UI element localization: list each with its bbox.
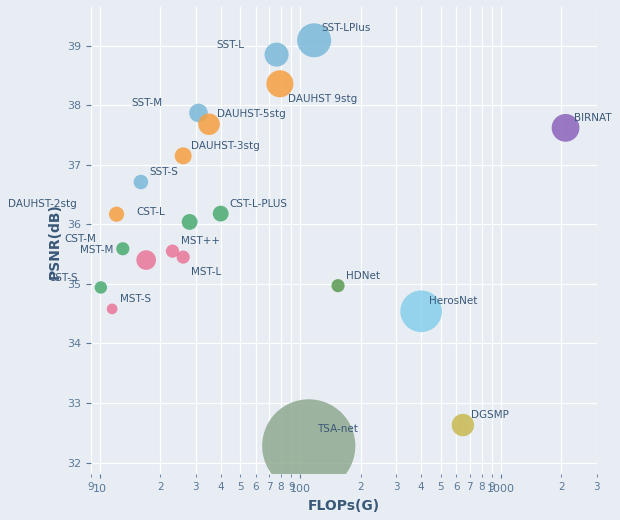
Point bbox=[204, 120, 214, 128]
Point bbox=[275, 80, 285, 88]
Point bbox=[193, 109, 203, 117]
Text: MST++: MST++ bbox=[181, 236, 220, 246]
Text: DAUHST-3stg: DAUHST-3stg bbox=[192, 141, 260, 151]
Text: DAUHST-5stg: DAUHST-5stg bbox=[218, 109, 286, 119]
Point bbox=[96, 283, 106, 292]
Text: CST-L: CST-L bbox=[137, 207, 166, 217]
Point bbox=[178, 152, 188, 160]
Point bbox=[167, 247, 177, 255]
Text: HerosNet: HerosNet bbox=[430, 296, 478, 306]
Text: SST-L: SST-L bbox=[217, 40, 245, 49]
Point bbox=[118, 244, 128, 253]
Text: MST-S: MST-S bbox=[120, 294, 152, 304]
Point bbox=[185, 218, 195, 226]
Text: BIRNAT: BIRNAT bbox=[574, 113, 611, 123]
Text: CST-M: CST-M bbox=[64, 234, 96, 244]
Text: HDNet: HDNet bbox=[347, 271, 381, 281]
Text: DAUHST 9stg: DAUHST 9stg bbox=[288, 94, 358, 104]
Point bbox=[112, 210, 122, 218]
Point bbox=[216, 210, 226, 218]
Text: CST-S: CST-S bbox=[48, 272, 78, 282]
Text: TSA-net: TSA-net bbox=[317, 424, 358, 434]
Y-axis label: PSNR(dB): PSNR(dB) bbox=[47, 203, 61, 279]
Point bbox=[272, 50, 281, 59]
Text: SST-M: SST-M bbox=[132, 98, 163, 108]
Text: DGSMP: DGSMP bbox=[471, 410, 509, 420]
X-axis label: FLOPs(G): FLOPs(G) bbox=[308, 499, 380, 513]
Text: SST-LPlus: SST-LPlus bbox=[321, 22, 370, 33]
Point bbox=[107, 305, 117, 313]
Text: CST-L-PLUS: CST-L-PLUS bbox=[229, 199, 287, 209]
Point bbox=[458, 421, 468, 429]
Point bbox=[416, 307, 426, 316]
Point bbox=[309, 36, 319, 44]
Text: MST-M: MST-M bbox=[79, 245, 113, 255]
Text: MST-L: MST-L bbox=[192, 267, 222, 277]
Text: DAUHST-2stg: DAUHST-2stg bbox=[8, 199, 77, 209]
Point bbox=[560, 124, 570, 132]
Point bbox=[333, 281, 343, 290]
Point bbox=[178, 253, 188, 261]
Point bbox=[304, 441, 314, 450]
Text: SST-S: SST-S bbox=[149, 167, 178, 177]
Point bbox=[141, 256, 151, 264]
Point bbox=[136, 178, 146, 186]
